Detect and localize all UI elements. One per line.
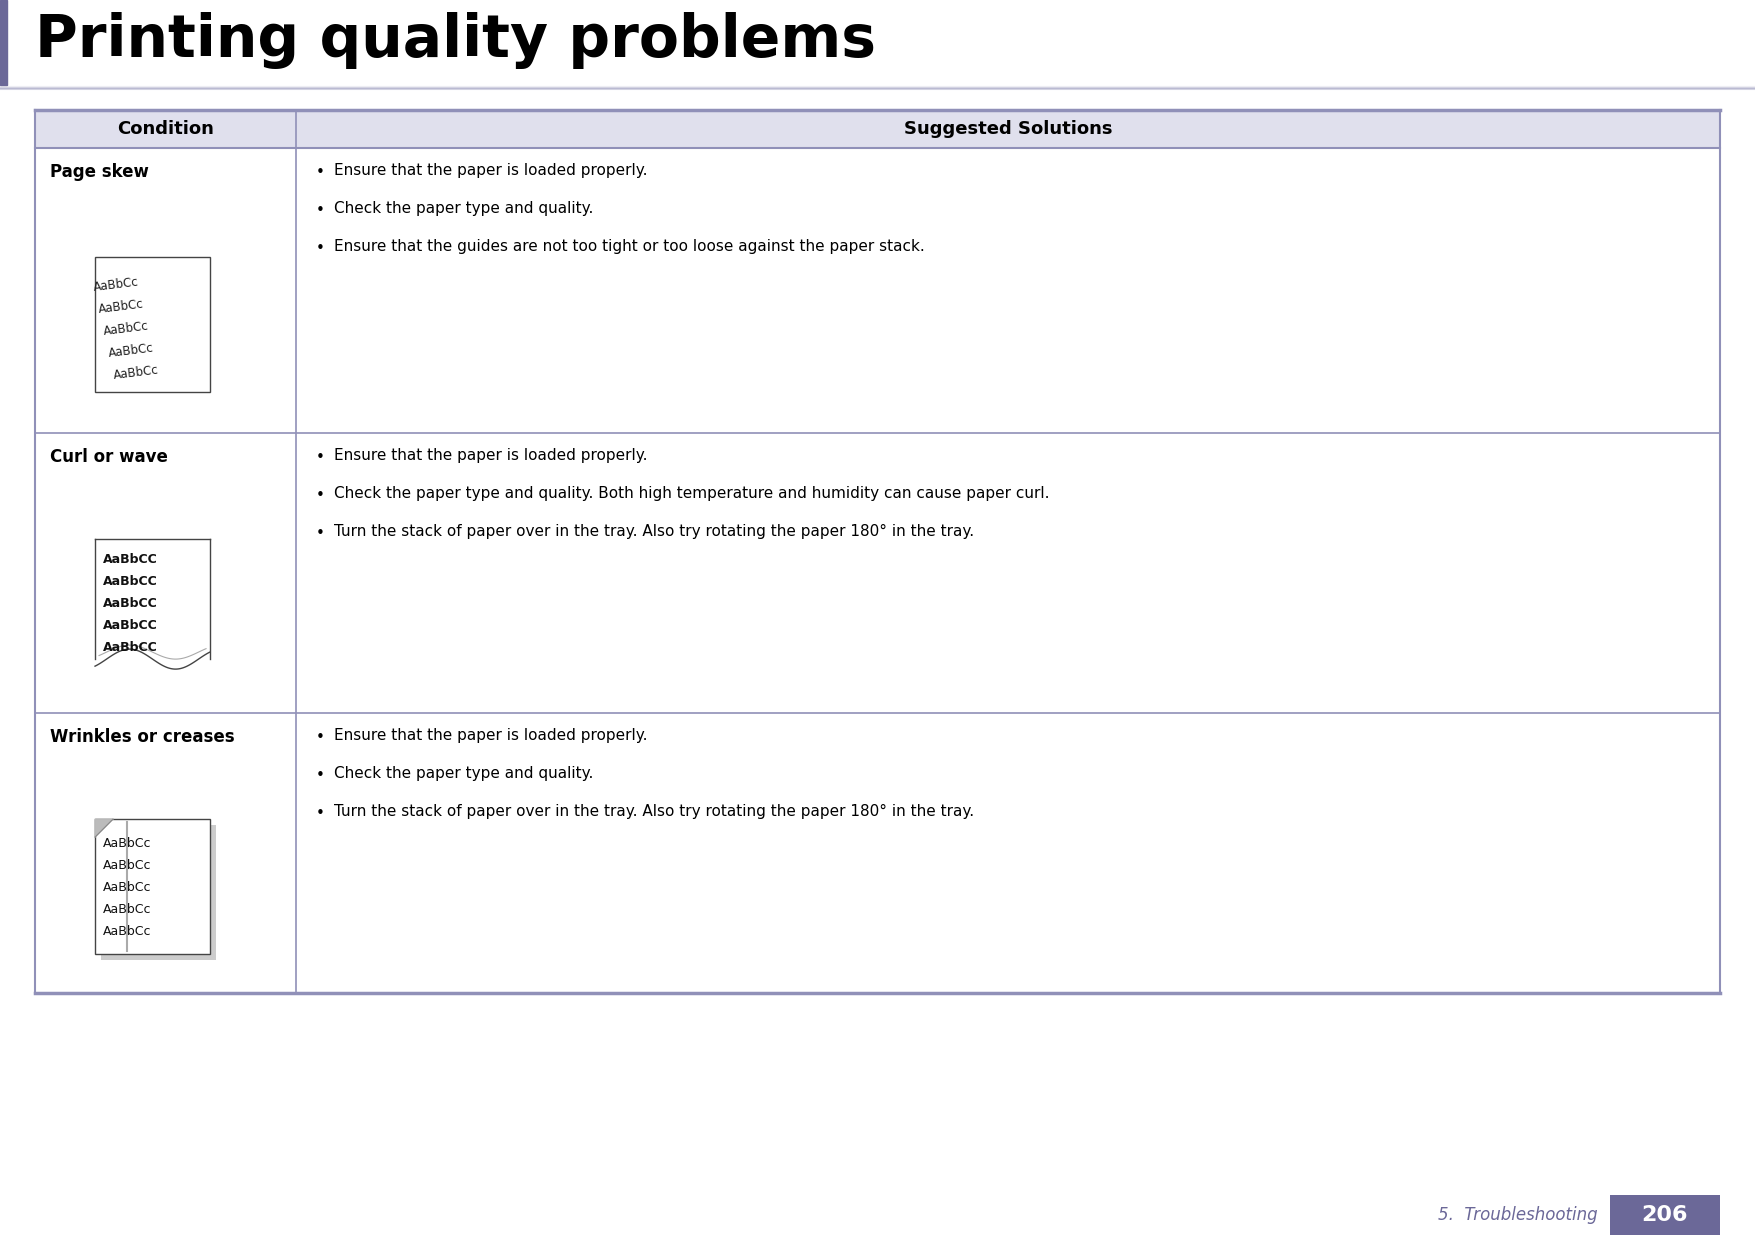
Text: AaBbCc: AaBbCc <box>104 859 151 872</box>
Text: AaBbCc: AaBbCc <box>93 275 140 294</box>
Text: Curl or wave: Curl or wave <box>49 448 168 466</box>
Text: •: • <box>316 203 325 218</box>
Bar <box>35 110 1720 148</box>
Bar <box>95 539 211 660</box>
Text: Ensure that the paper is loaded properly.: Ensure that the paper is loaded properly… <box>333 448 648 463</box>
Text: AaBbCc: AaBbCc <box>109 341 154 360</box>
Bar <box>1609 1195 1720 1235</box>
Text: AaBbCc: AaBbCc <box>104 882 151 894</box>
Text: Turn the stack of paper over in the tray. Also try rotating the paper 180° in th: Turn the stack of paper over in the tray… <box>333 525 974 539</box>
Text: •: • <box>316 241 325 255</box>
Text: Turn the stack of paper over in the tray. Also try rotating the paper 180° in th: Turn the stack of paper over in the tray… <box>333 804 974 818</box>
Bar <box>0 0 7 86</box>
Text: AaBbCc: AaBbCc <box>98 298 144 316</box>
Text: Ensure that the paper is loaded properly.: Ensure that the paper is loaded properly… <box>333 162 648 179</box>
Polygon shape <box>95 820 112 837</box>
Text: Condition: Condition <box>118 120 214 138</box>
Bar <box>102 825 216 960</box>
Text: •: • <box>316 489 325 503</box>
Text: Printing quality problems: Printing quality problems <box>35 12 876 69</box>
Text: Check the paper type and quality. Both high temperature and humidity can cause p: Check the paper type and quality. Both h… <box>333 486 1049 501</box>
Text: AaBbCc: AaBbCc <box>112 363 160 382</box>
Text: •: • <box>316 806 325 821</box>
Text: •: • <box>316 768 325 782</box>
Text: AaBbCC: AaBbCC <box>104 619 158 632</box>
Text: 5.  Troubleshooting: 5. Troubleshooting <box>1439 1207 1599 1224</box>
Text: Check the paper type and quality.: Check the paper type and quality. <box>333 201 593 216</box>
Bar <box>95 257 211 392</box>
Text: AaBbCC: AaBbCC <box>104 598 158 610</box>
Text: AaBbCC: AaBbCC <box>104 575 158 588</box>
Text: AaBbCC: AaBbCC <box>104 641 158 655</box>
Text: AaBbCc: AaBbCc <box>104 925 151 939</box>
Text: Ensure that the paper is loaded properly.: Ensure that the paper is loaded properly… <box>333 728 648 743</box>
Bar <box>95 820 211 954</box>
Text: AaBbCC: AaBbCC <box>104 553 158 567</box>
Text: AaBbCc: AaBbCc <box>104 903 151 916</box>
Text: •: • <box>316 730 325 745</box>
Text: •: • <box>316 450 325 465</box>
Text: AaBbCc: AaBbCc <box>104 837 151 851</box>
Text: •: • <box>316 165 325 180</box>
Text: Ensure that the guides are not too tight or too loose against the paper stack.: Ensure that the guides are not too tight… <box>333 239 925 254</box>
Text: Check the paper type and quality.: Check the paper type and quality. <box>333 766 593 781</box>
Text: Wrinkles or creases: Wrinkles or creases <box>49 728 235 746</box>
Text: 206: 206 <box>1641 1205 1688 1225</box>
Text: AaBbCc: AaBbCc <box>104 319 149 337</box>
Text: Suggested Solutions: Suggested Solutions <box>904 120 1113 138</box>
Text: •: • <box>316 526 325 541</box>
Text: Page skew: Page skew <box>49 162 149 181</box>
